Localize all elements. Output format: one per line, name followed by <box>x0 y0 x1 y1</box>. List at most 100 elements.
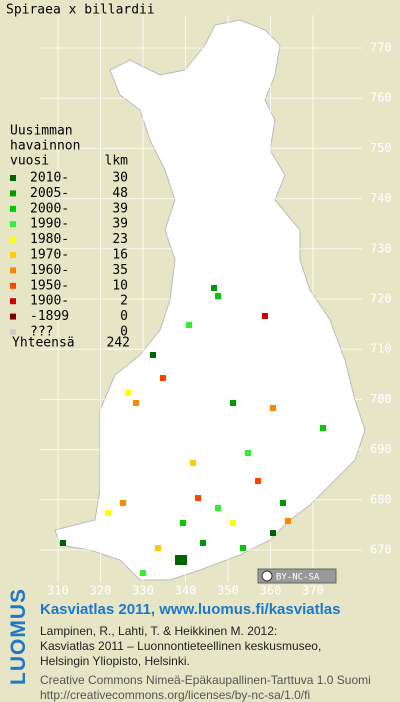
legend-count: 2 <box>120 294 128 309</box>
observation <box>125 390 131 396</box>
observation <box>230 520 236 526</box>
legend-count: 48 <box>112 186 128 201</box>
legend-column: vuosi <box>10 154 49 169</box>
observation <box>60 540 66 546</box>
observations <box>60 285 326 576</box>
footer: LUOMUS Kasviatlas 2011, www.luomus.fi/ka… <box>0 588 400 702</box>
observation <box>270 405 276 411</box>
observation <box>175 555 187 565</box>
legend-swatch <box>10 329 16 335</box>
observation <box>215 505 221 511</box>
legend-swatch <box>10 236 16 243</box>
legend-count: 0 <box>120 309 128 324</box>
legend-heading: havainnon <box>10 139 80 154</box>
legend-count: 10 <box>112 278 128 293</box>
observation <box>262 313 268 319</box>
legend-label: -1899 <box>30 309 69 324</box>
observation <box>245 450 251 456</box>
observation <box>160 375 166 381</box>
country-outline <box>54 19 366 581</box>
y-label: 690 <box>370 442 392 456</box>
license-line: Creative Commons Nimeä-Epäkaupallinen-Ta… <box>40 673 371 687</box>
map: 310 320 330 340 350 360 3707707607507407307207… <box>6 3 392 598</box>
observation <box>140 570 146 576</box>
x-label: 320 <box>90 584 112 598</box>
y-label: 760 <box>370 91 392 105</box>
total-value: 242 <box>107 336 130 351</box>
y-label: 750 <box>370 141 392 155</box>
y-label: 720 <box>370 292 392 306</box>
x-label: 350 <box>217 584 239 598</box>
legend-count: 0 <box>120 325 128 340</box>
cc-icon <box>261 570 273 582</box>
legend-count: 35 <box>112 263 128 278</box>
legend-count: 16 <box>112 248 128 263</box>
total-label: Yhteensä <box>12 336 75 351</box>
legend-label: 2010- <box>30 171 69 186</box>
legend-count: 30 <box>112 171 128 186</box>
y-label: 740 <box>370 191 392 205</box>
legend-swatch <box>10 205 16 212</box>
y-label: 670 <box>370 543 392 557</box>
legend-swatch <box>10 252 16 258</box>
observation <box>320 425 326 431</box>
license-badge <box>257 568 337 584</box>
legend-swatch <box>10 221 16 228</box>
legend-swatch <box>10 298 16 305</box>
legend: 2010- 30 2005- 48 2000- 39 1990- 39 1980- 23 1970-… <box>10 171 128 340</box>
legend-count: 39 <box>112 217 128 232</box>
x-label: 360 <box>260 584 282 598</box>
citation-line: Helsingin Yliopisto, Helsinki. <box>40 654 190 668</box>
grid: 310 320 330 340 350 360 3707707607507407307207… <box>40 15 392 598</box>
legend-label: 1970- <box>30 248 69 263</box>
legend-swatch <box>10 267 16 274</box>
license-badge-text: BY-NC-SA <box>276 573 320 583</box>
observation <box>155 545 161 551</box>
legend-swatch <box>10 282 16 289</box>
legend-label: 1990- <box>30 217 69 232</box>
observation <box>180 520 186 526</box>
observation <box>270 530 276 536</box>
observation <box>240 545 246 551</box>
citation-line: Kasviatlas 2011 – Luonnontieteellinen ke… <box>40 639 322 653</box>
observation <box>280 500 286 506</box>
legend-swatch <box>10 313 16 320</box>
observation <box>120 500 126 506</box>
observation <box>186 322 192 328</box>
x-label: 330 <box>132 584 154 598</box>
y-label: 770 <box>370 41 392 55</box>
legend-label: ??? <box>30 325 53 340</box>
legend-label: 1950- <box>30 278 69 293</box>
observation <box>211 285 217 291</box>
legend-count: 23 <box>112 232 128 247</box>
observation <box>150 352 156 358</box>
x-label: 310 <box>47 584 69 598</box>
legend-label: 2005- <box>30 186 69 201</box>
observation <box>230 400 236 406</box>
footer-title[interactable]: Kasviatlas 2011, www.luomus.fi/kasviatla… <box>40 601 341 618</box>
x-label: 340 <box>175 584 197 598</box>
observation <box>105 510 111 516</box>
license-line: http://creativecommons.org/licenses/by-n… <box>40 688 311 702</box>
legend-label: 2000- <box>30 201 69 216</box>
y-label: 700 <box>370 392 392 406</box>
legend-label: 1900- <box>30 294 69 309</box>
map-title: Spiraea x billardii <box>6 3 155 18</box>
legend-swatch <box>10 190 16 197</box>
y-label: 730 <box>370 241 392 255</box>
legend-swatch <box>10 175 16 181</box>
legend-heading: Uusimman <box>10 124 73 139</box>
legend-count: 39 <box>112 201 128 216</box>
y-label: 710 <box>370 342 392 356</box>
observation <box>190 460 196 466</box>
observation <box>200 540 206 546</box>
brand: LUOMUS <box>7 588 30 685</box>
observation <box>195 495 201 501</box>
legend-label: 1980- <box>30 232 69 247</box>
legend-label: 1960- <box>30 263 69 278</box>
observation <box>215 293 221 299</box>
x-label: 370 <box>302 584 324 598</box>
citation-line: Lampinen, R., Lahti, T. & Heikkinen M. 2… <box>40 624 278 638</box>
y-label: 680 <box>370 492 392 506</box>
legend-column: lkm <box>105 154 129 169</box>
